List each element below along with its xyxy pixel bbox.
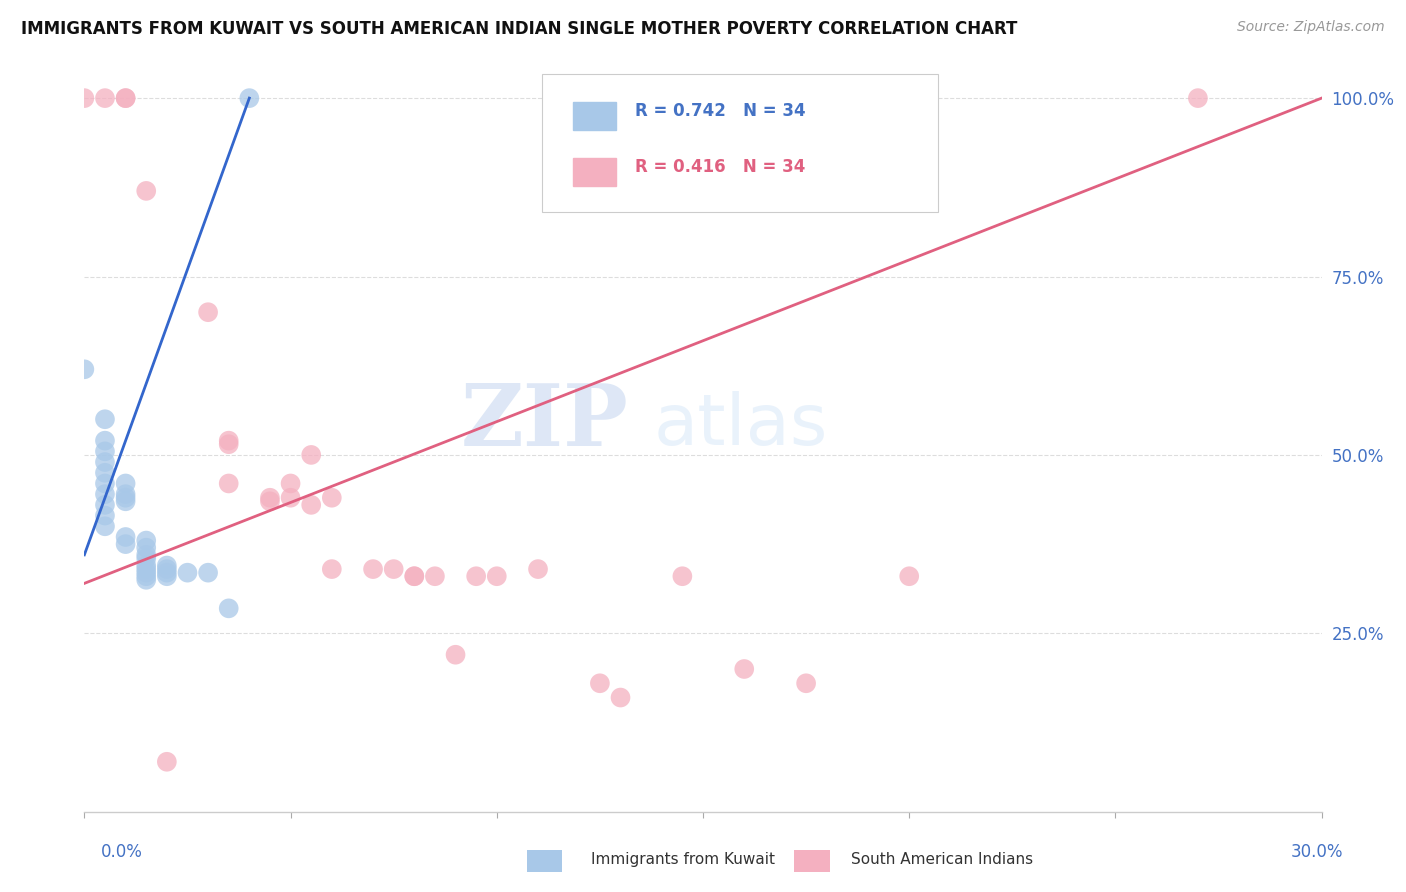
Point <box>156 569 179 583</box>
Point <box>114 491 136 505</box>
Point <box>404 569 426 583</box>
Point <box>135 566 157 580</box>
Point <box>197 305 219 319</box>
Point <box>238 91 260 105</box>
Point <box>444 648 467 662</box>
Point <box>94 466 117 480</box>
Point <box>114 487 136 501</box>
Point <box>135 562 157 576</box>
Point <box>176 566 198 580</box>
Point <box>733 662 755 676</box>
Point <box>94 444 117 458</box>
Text: 0.0%: 0.0% <box>101 843 143 861</box>
Text: Source: ZipAtlas.com: Source: ZipAtlas.com <box>1237 20 1385 34</box>
Point <box>94 476 117 491</box>
Point <box>156 562 179 576</box>
Point <box>94 412 117 426</box>
Point <box>527 562 550 576</box>
Point <box>485 569 508 583</box>
Point <box>114 91 136 105</box>
Text: ZIP: ZIP <box>461 380 628 464</box>
Point <box>114 537 136 551</box>
Text: Immigrants from Kuwait: Immigrants from Kuwait <box>591 852 775 867</box>
Point <box>135 541 157 555</box>
Point <box>94 498 117 512</box>
Point <box>794 676 817 690</box>
Point <box>280 491 302 505</box>
Point <box>73 362 96 376</box>
Point <box>156 755 179 769</box>
Point <box>94 455 117 469</box>
Point <box>114 494 136 508</box>
Point <box>94 434 117 448</box>
Point <box>299 498 322 512</box>
Point <box>218 601 240 615</box>
Point <box>218 434 240 448</box>
Point <box>94 519 117 533</box>
Text: R = 0.416   N = 34: R = 0.416 N = 34 <box>636 159 806 177</box>
Point <box>94 508 117 523</box>
Text: atlas: atlas <box>654 392 828 460</box>
Point <box>361 562 384 576</box>
Point <box>156 558 179 573</box>
Text: R = 0.742   N = 34: R = 0.742 N = 34 <box>636 103 806 120</box>
Point <box>898 569 921 583</box>
Point <box>259 491 281 505</box>
Point <box>73 91 96 105</box>
Text: IMMIGRANTS FROM KUWAIT VS SOUTH AMERICAN INDIAN SINGLE MOTHER POVERTY CORRELATIO: IMMIGRANTS FROM KUWAIT VS SOUTH AMERICAN… <box>21 20 1018 37</box>
Point <box>609 690 631 705</box>
Point <box>321 491 343 505</box>
Point <box>114 476 136 491</box>
Point <box>218 437 240 451</box>
Point <box>94 487 117 501</box>
Point <box>218 476 240 491</box>
Point <box>589 676 612 690</box>
Point <box>404 569 426 583</box>
Point <box>382 562 405 576</box>
Point <box>156 566 179 580</box>
Point <box>135 184 157 198</box>
Point <box>135 551 157 566</box>
Point <box>135 533 157 548</box>
Bar <box>574 158 616 186</box>
Point <box>135 558 157 573</box>
Point <box>423 569 446 583</box>
Point <box>465 569 488 583</box>
Text: 30.0%: 30.0% <box>1291 843 1343 861</box>
Point <box>259 494 281 508</box>
Point <box>299 448 322 462</box>
Bar <box>574 102 616 130</box>
Point <box>94 91 117 105</box>
Point <box>114 530 136 544</box>
Point <box>114 91 136 105</box>
Point <box>197 566 219 580</box>
Point <box>135 573 157 587</box>
Point <box>280 476 302 491</box>
Point <box>1187 91 1209 105</box>
Point <box>135 569 157 583</box>
Point <box>321 562 343 576</box>
Point <box>135 548 157 562</box>
FancyBboxPatch shape <box>543 74 938 212</box>
Point <box>671 569 693 583</box>
Text: South American Indians: South American Indians <box>851 852 1033 867</box>
